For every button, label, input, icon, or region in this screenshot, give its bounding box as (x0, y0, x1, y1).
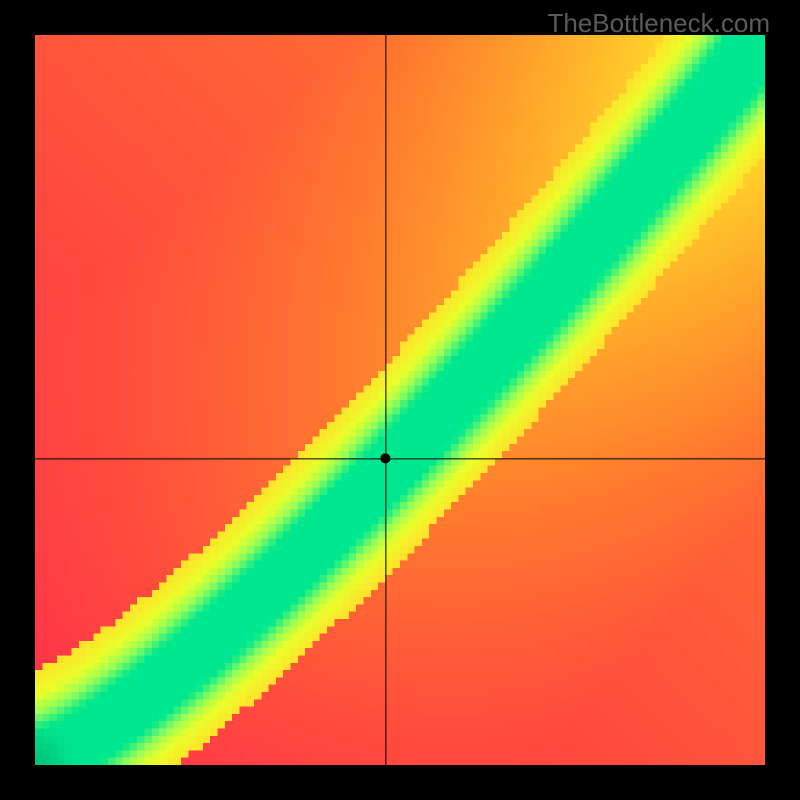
crosshair-overlay (35, 35, 765, 765)
watermark-text: TheBottleneck.com (547, 8, 770, 39)
chart-container: { "watermark": { "text": "TheBottleneck.… (0, 0, 800, 800)
